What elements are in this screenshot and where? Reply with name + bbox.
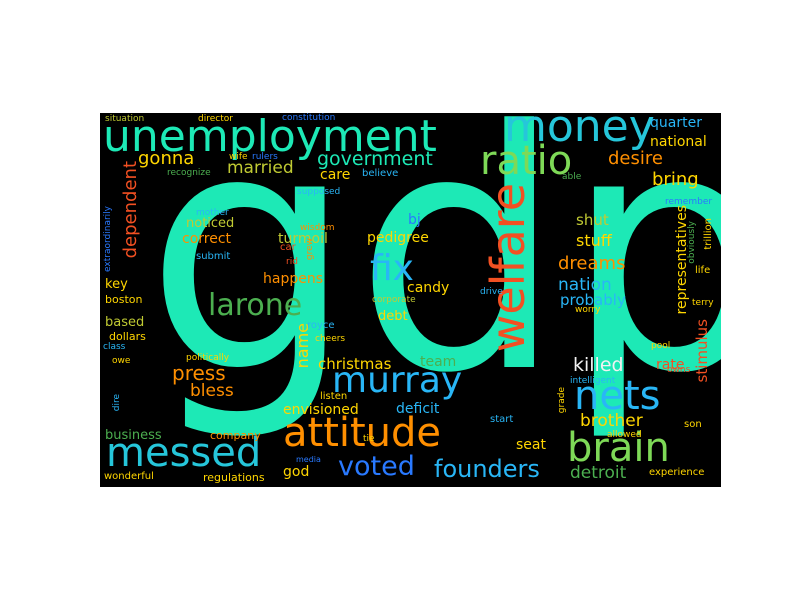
word-murray: murray [332, 360, 463, 401]
word-nation: nation [558, 275, 612, 295]
word-messed: messed [106, 430, 262, 476]
word-envisioned: envisioned [283, 402, 359, 418]
word-gdp: gdp [145, 113, 721, 445]
word-believe: believe [362, 168, 399, 179]
word-money: money [504, 113, 655, 152]
word-corporate: corporate [372, 295, 416, 305]
word-situation: situation [105, 114, 145, 124]
word-turmoil: turmoil [278, 231, 328, 247]
word-intelligent: intelligent [570, 376, 616, 386]
word-wife: wife [229, 152, 248, 162]
word-nets: nets [574, 373, 661, 419]
word-stuff: stuff [576, 231, 612, 250]
word-killed: killed [573, 354, 624, 376]
word-rate: rate [656, 357, 685, 373]
word-christmas: christmas [318, 355, 392, 373]
word-fix: fix [370, 248, 414, 289]
word-able: able [562, 172, 582, 182]
word-business: business [105, 428, 162, 443]
word-based: based [105, 315, 145, 330]
word-remember: remember [665, 197, 713, 207]
word-desire: desire [608, 148, 663, 169]
word-obviously: obviously [687, 221, 697, 264]
word-dire: dire [112, 394, 122, 412]
word-company: company [210, 429, 261, 442]
word-class: class [103, 342, 126, 352]
word-bj: bj [408, 212, 421, 228]
word-constitution: constitution [282, 113, 336, 123]
word-correct: correct [182, 231, 232, 247]
word-drive: drive [480, 287, 503, 297]
word-wisdom: wisdom [300, 223, 335, 233]
word-rid: rid [286, 257, 298, 267]
word-start: start [490, 414, 514, 425]
word-married: married [227, 158, 294, 178]
word-experience: experience [649, 467, 705, 478]
word-pool: pool [651, 341, 671, 351]
word-grade: grade [557, 387, 567, 414]
word-debt: debt [378, 309, 408, 324]
word-voted: voted [338, 451, 415, 482]
word-brain: brain [567, 425, 670, 471]
word-brother: brother [580, 411, 643, 431]
word-owe: owe [112, 356, 131, 366]
word-dreams: dreams [558, 253, 626, 274]
word-trillion: trillion [703, 218, 714, 250]
word-noticed: noticed [186, 216, 235, 231]
word-politically: politically [186, 353, 230, 363]
word-supposed: supposed [297, 187, 341, 197]
word-unemployment: unemployment [103, 113, 437, 162]
word-happens: happens [263, 271, 324, 287]
word-dollars: dollars [109, 330, 146, 343]
word-son: son [684, 419, 702, 430]
word-worry: worry [575, 305, 601, 315]
word-detroit: detroit [570, 463, 627, 483]
word-deficit: deficit [396, 401, 440, 417]
word-media: media [296, 455, 321, 464]
word-gonna: gonna [138, 148, 195, 169]
word-government: government [317, 148, 433, 170]
word-grew: grew [305, 238, 315, 261]
word-wonderful: wonderful [104, 471, 154, 482]
word-regulations: regulations [203, 471, 265, 484]
word-founders: founders [434, 455, 540, 483]
word-submit: submit [196, 251, 231, 262]
word-life: life [695, 265, 711, 276]
word-candy: candy [407, 280, 450, 296]
word-welfare: welfare [481, 183, 535, 353]
word-extraordinarily: extraordinarily [103, 206, 113, 272]
word-care: care [320, 167, 351, 183]
word-team: team [420, 354, 457, 370]
word-quarter: quarter [650, 115, 702, 131]
word-key: key [105, 277, 128, 292]
word-stimulus: stimulus [693, 319, 711, 383]
word-attitude: attitude [283, 410, 442, 456]
word-larone: larone [208, 288, 303, 323]
word-director: director [198, 114, 233, 124]
word-bring: bring [652, 169, 699, 190]
word-listen: listen [320, 391, 348, 402]
word-rulers: rulers [252, 152, 278, 162]
word-owns: owns [667, 365, 691, 375]
word-terry: terry [692, 298, 714, 308]
word-royce: royce [307, 320, 335, 331]
word-god: god [283, 464, 310, 480]
word-bless: bless [190, 381, 234, 401]
word-shut: shut [576, 211, 609, 229]
word-ratio: ratio [480, 138, 573, 184]
word-allowed: allowed [607, 430, 642, 440]
word-national: national [650, 134, 707, 150]
word-pedigree: pedigree [367, 230, 429, 246]
word-dependent: dependent [120, 161, 141, 259]
word-tie: tie [363, 434, 375, 444]
word-recognize: recognize [167, 168, 211, 178]
word-boston: boston [105, 293, 143, 306]
word-car: car [280, 242, 296, 253]
word-cheers: cheers [315, 334, 346, 344]
word-seat: seat [516, 437, 546, 453]
word-probably: probably [560, 291, 626, 309]
word-mother: mother [196, 208, 229, 218]
word-cloud: gdp unemployment money ratio welfare fix laron… [100, 113, 721, 487]
word-press: press [172, 361, 226, 385]
